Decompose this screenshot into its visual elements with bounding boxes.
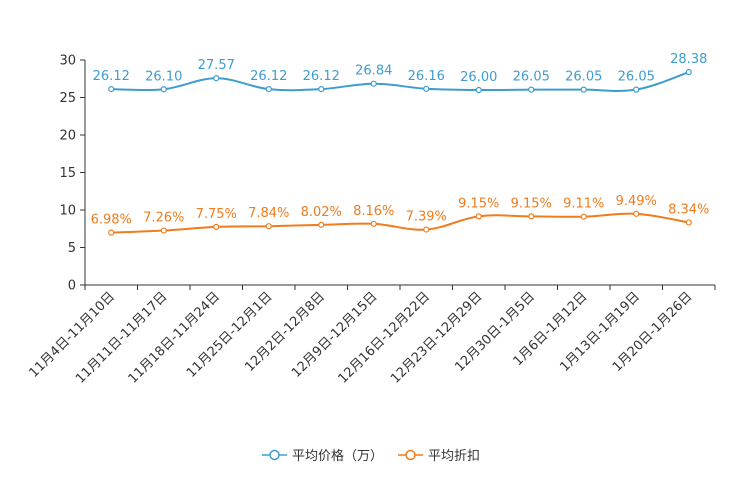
legend-label: 平均折扣 bbox=[428, 449, 480, 464]
x-tick-label: 11月4日-11月10日 bbox=[26, 289, 118, 381]
data-point bbox=[685, 69, 692, 76]
data-point bbox=[423, 85, 430, 92]
y-tick-label: 5 bbox=[68, 241, 76, 256]
data-point bbox=[580, 86, 587, 93]
series-1: 26.12 26.10 27.57 26.12 26.12 26.84 26.16 26.00… bbox=[93, 52, 707, 94]
data-point bbox=[580, 213, 587, 220]
x-tick-label: 12月23日-12月29日 bbox=[388, 289, 485, 386]
data-point bbox=[265, 85, 272, 93]
data-label: 7.75% bbox=[196, 207, 237, 222]
data-point bbox=[213, 75, 220, 82]
data-label: 26.10 bbox=[145, 69, 182, 84]
data-label: 26.05 bbox=[565, 70, 602, 85]
data-label: 26.05 bbox=[513, 70, 550, 85]
y-tick-label: 15 bbox=[59, 166, 76, 181]
data-label: 9.49% bbox=[616, 194, 657, 209]
data-point bbox=[685, 219, 692, 226]
data-label: 9.15% bbox=[458, 196, 499, 211]
legend-item-2[interactable]: 平均折扣 bbox=[398, 449, 480, 464]
data-point bbox=[318, 221, 325, 228]
data-point bbox=[423, 226, 430, 233]
data-label: 26.12 bbox=[250, 69, 287, 84]
data-point bbox=[108, 229, 115, 236]
data-point bbox=[475, 86, 482, 94]
legend-marker-icon bbox=[405, 449, 416, 461]
data-label: 26.12 bbox=[303, 69, 340, 84]
x-tick-label: 11月18日-11月24日 bbox=[126, 289, 223, 386]
data-label: 27.57 bbox=[198, 58, 235, 73]
data-point bbox=[633, 86, 640, 93]
data-label: 28.38 bbox=[670, 52, 707, 67]
y-tick-label: 25 bbox=[59, 91, 76, 106]
data-point bbox=[475, 213, 482, 220]
data-label: 8.02% bbox=[301, 205, 342, 220]
data-label: 7.84% bbox=[248, 206, 289, 221]
data-label: 26.05 bbox=[618, 70, 655, 85]
series-layer: 26.12 26.10 27.57 26.12 26.12 26.84 26.16 26.00… bbox=[91, 52, 709, 236]
data-label: 9.15% bbox=[511, 196, 552, 211]
data-point bbox=[160, 227, 167, 234]
data-point bbox=[370, 220, 377, 227]
data-label: 9.11% bbox=[563, 197, 604, 212]
y-tick-label: 20 bbox=[59, 129, 76, 144]
data-point bbox=[265, 223, 272, 230]
y-tick-label: 10 bbox=[59, 204, 76, 219]
data-label: 26.12 bbox=[93, 69, 130, 84]
data-point bbox=[108, 85, 115, 93]
data-point bbox=[528, 86, 535, 93]
data-point bbox=[160, 86, 167, 93]
data-label: 26.16 bbox=[408, 69, 445, 84]
y-tick-label: 30 bbox=[59, 54, 76, 69]
data-point bbox=[213, 223, 220, 230]
legend-label: 平均价格（万） bbox=[292, 448, 383, 464]
series-2: 6.98% 7.26% 7.75% 7.84% 8.02% 8.16% 7.39% 9.15%… bbox=[91, 194, 709, 236]
y-tick-label: 0 bbox=[68, 279, 76, 294]
data-label: 8.34% bbox=[668, 202, 709, 217]
data-point bbox=[633, 210, 640, 217]
data-point bbox=[318, 85, 325, 93]
data-label: 7.26% bbox=[143, 211, 184, 226]
legend[interactable]: 平均价格（万） 平均折扣 bbox=[262, 448, 480, 464]
data-label: 26.84 bbox=[355, 64, 392, 79]
data-label: 26.00 bbox=[460, 70, 497, 85]
data-point bbox=[370, 80, 377, 87]
data-label: 7.39% bbox=[406, 210, 447, 225]
data-label: 6.98% bbox=[91, 213, 132, 228]
data-point bbox=[528, 213, 535, 220]
series-line bbox=[111, 212, 689, 234]
x-tick-label: 11月11日-11月17日 bbox=[73, 289, 170, 386]
x-tick-label: 12月16日-12月22日 bbox=[336, 289, 433, 386]
data-label: 8.16% bbox=[353, 204, 394, 219]
series-line bbox=[111, 71, 690, 93]
legend-item-1[interactable]: 平均价格（万） bbox=[262, 448, 383, 464]
legend-marker-icon bbox=[269, 449, 280, 461]
